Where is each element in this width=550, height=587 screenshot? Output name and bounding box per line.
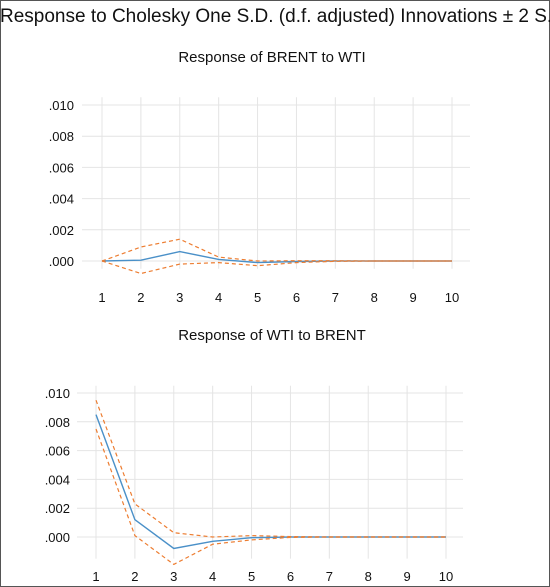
panel-wti-to-brent: Response of WTI to BRENT .000.002.004.00… bbox=[45, 327, 463, 584]
panel-title-wti-to-brent: Response of WTI to BRENT bbox=[178, 327, 366, 344]
panel-brent-to-wti: Response of BRENT to WTI .000.002.004.00… bbox=[49, 49, 470, 305]
x-ticks: 1 2 3 4 5 6 7 8 9 10 bbox=[98, 290, 459, 305]
x-tick-label: 2 bbox=[131, 569, 138, 584]
y-tick-label: .008 bbox=[49, 129, 74, 144]
grid-layer bbox=[77, 385, 463, 559]
x-tick-label: 9 bbox=[409, 290, 416, 305]
y-tick-label: .002 bbox=[49, 223, 74, 238]
x-tick-label: 6 bbox=[287, 569, 294, 584]
y-tick-label: .002 bbox=[45, 501, 70, 516]
y-tick-label: .000 bbox=[45, 530, 70, 545]
y-ticks: .000 .002 .004 .006 .008 .010 bbox=[45, 386, 70, 545]
y-tick-label: .006 bbox=[45, 444, 70, 459]
y-tick-label: .000 bbox=[49, 254, 74, 269]
x-tick-label: 4 bbox=[215, 290, 222, 305]
series-line-upper bbox=[101, 238, 452, 262]
series-layer bbox=[95, 399, 446, 566]
x-tick-label: 8 bbox=[371, 290, 378, 305]
x-ticks: 1 2 3 4 5 6 7 8 9 10 bbox=[92, 569, 453, 584]
figure-title: Response to Cholesky One S.D. (d.f. adju… bbox=[0, 6, 550, 27]
panel-title-brent-to-wti: Response of BRENT to WTI bbox=[178, 49, 365, 66]
x-tick-label: 1 bbox=[98, 290, 105, 305]
y-tick-label: .004 bbox=[45, 472, 70, 487]
y-tick-label: .008 bbox=[45, 415, 70, 430]
y-tick-label: .010 bbox=[49, 98, 74, 113]
x-tick-label: 3 bbox=[170, 569, 177, 584]
series-line-lower bbox=[101, 260, 452, 275]
x-tick-label: 5 bbox=[254, 290, 261, 305]
x-tick-label: 10 bbox=[439, 569, 453, 584]
x-tick-label: 2 bbox=[137, 290, 144, 305]
x-tick-label: 3 bbox=[176, 290, 183, 305]
x-tick-label: 9 bbox=[403, 569, 410, 584]
x-tick-label: 7 bbox=[326, 569, 333, 584]
series-layer bbox=[101, 238, 452, 275]
grid-layer bbox=[82, 97, 470, 269]
x-tick-label: 8 bbox=[365, 569, 372, 584]
x-tick-label: 10 bbox=[445, 290, 459, 305]
y-tick-label: .010 bbox=[45, 386, 70, 401]
y-ticks: .000 .002 .004 .006 .008 .010 bbox=[49, 98, 74, 269]
series-line-upper bbox=[95, 399, 446, 538]
x-tick-label: 5 bbox=[248, 569, 255, 584]
y-tick-label: .004 bbox=[49, 192, 74, 207]
series-line-response bbox=[95, 414, 446, 550]
x-tick-label: 1 bbox=[92, 569, 99, 584]
x-tick-label: 6 bbox=[293, 290, 300, 305]
series-line-lower bbox=[95, 428, 446, 566]
x-tick-label: 4 bbox=[209, 569, 216, 584]
y-tick-label: .006 bbox=[49, 160, 74, 175]
x-tick-label: 7 bbox=[332, 290, 339, 305]
